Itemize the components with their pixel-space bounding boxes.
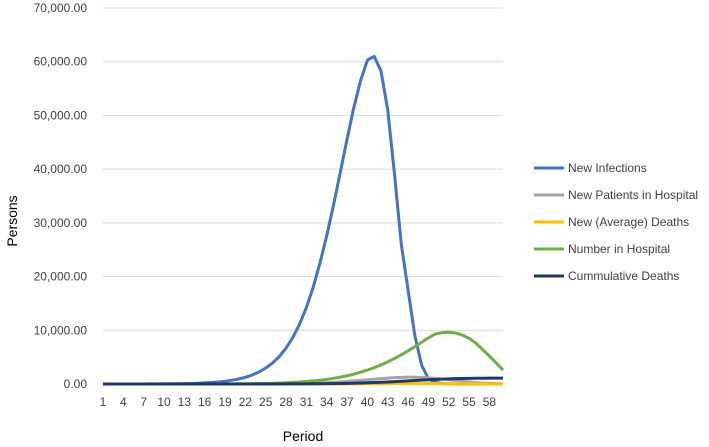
x-axis-title: Period (283, 428, 323, 444)
legend-label: Number in Hospital (568, 242, 670, 256)
x-tick-label: 46 (401, 395, 415, 409)
x-tick-label: 13 (178, 395, 192, 409)
x-tick-label: 22 (239, 395, 253, 409)
legend-item: Cummulative Deaths (534, 269, 679, 283)
y-tick-label: 40,000.00 (34, 162, 88, 176)
series-line-cummulative-deaths (103, 376, 504, 386)
y-tick-label: 70,000.00 (34, 1, 88, 15)
y-tick-label: 0.00 (64, 377, 88, 391)
legend-label: New Infections (568, 161, 647, 175)
x-tick-label: 49 (422, 395, 436, 409)
legend-item: New Infections (534, 161, 647, 175)
y-tick-label: 60,000.00 (34, 55, 88, 69)
y-tick-label: 30,000.00 (34, 216, 88, 230)
x-tick-label: 58 (483, 395, 497, 409)
x-tick-labels: 1 4 7 10 13 16 19 22 25 28 31 34 37 40 43 46 49 52 55 58 (100, 395, 497, 409)
x-tick-label: 7 (140, 395, 147, 409)
y-tick-labels: 0.00 10,000.00 20,000.00 30,000.00 40,000.00… (34, 1, 88, 391)
y-tick-label: 20,000.00 (34, 270, 88, 284)
series-line-number-in-hospital (103, 330, 505, 386)
legend-label: New (Average) Deaths (568, 215, 689, 229)
x-tick-label: 34 (320, 395, 334, 409)
legend-item: New (Average) Deaths (534, 215, 689, 229)
x-tick-label: 52 (442, 395, 456, 409)
y-tick-label: 10,000.00 (34, 323, 88, 337)
x-tick-label: 25 (259, 395, 273, 409)
x-tick-label: 19 (218, 395, 232, 409)
x-tick-label: 4 (120, 395, 127, 409)
x-tick-label: 37 (340, 395, 354, 409)
x-tick-label: 40 (361, 395, 375, 409)
legend: New Infections New Patients in Hospital Ne… (534, 161, 698, 283)
legend-item: New Patients in Hospital (534, 188, 698, 202)
gridlines (103, 7, 503, 331)
x-tick-label: 1 (100, 395, 107, 409)
series-line-new-infections (103, 54, 503, 386)
x-tick-label: 55 (462, 395, 476, 409)
x-tick-label: 31 (300, 395, 314, 409)
x-tick-label: 28 (279, 395, 293, 409)
x-tick-label: 10 (157, 395, 171, 409)
y-tick-label: 50,000.00 (34, 108, 88, 122)
series-lines (103, 54, 505, 386)
legend-label: Cummulative Deaths (568, 269, 679, 283)
x-tick-label: 16 (198, 395, 212, 409)
legend-label: New Patients in Hospital (568, 188, 698, 202)
y-axis-title: Persons (4, 195, 20, 246)
legend-item: Number in Hospital (534, 242, 670, 256)
x-tick-label: 43 (381, 395, 395, 409)
